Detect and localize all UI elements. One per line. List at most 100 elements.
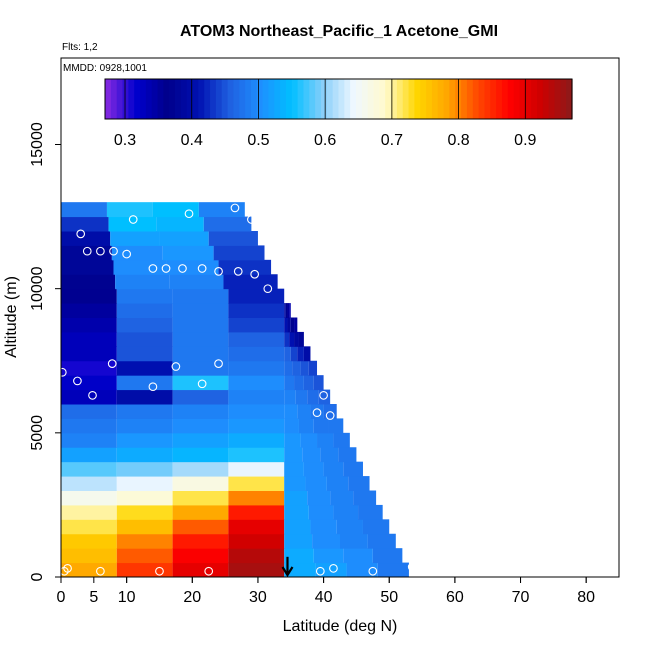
heatmap-cell xyxy=(61,490,117,506)
heatmap-cell xyxy=(300,360,309,376)
heatmap-cell xyxy=(116,562,173,577)
x-tick-label: 60 xyxy=(446,589,464,606)
heatmap-cell xyxy=(317,432,334,448)
heatmap-cell xyxy=(294,317,298,333)
colorbar-segment xyxy=(501,79,509,119)
colorbar-segment xyxy=(408,79,415,119)
observation-point xyxy=(378,376,388,386)
heatmap-cell xyxy=(284,331,290,347)
heatmap-cell xyxy=(367,533,396,549)
colorbar-segment xyxy=(285,79,293,119)
colorbar-segment xyxy=(128,79,135,119)
heatmap-cell xyxy=(284,533,313,549)
heatmap-cell xyxy=(172,360,229,376)
heatmap-cell xyxy=(61,418,117,434)
heatmap-cell xyxy=(172,331,229,347)
observation-point xyxy=(457,252,466,262)
heatmap-cell xyxy=(294,331,299,347)
x-tick-label: 10 xyxy=(118,589,136,606)
heatmap-cell xyxy=(228,404,285,419)
colorbar-segment xyxy=(157,79,164,119)
heatmap-cell xyxy=(113,259,167,275)
heatmap-cell xyxy=(172,375,229,391)
heatmap-cell xyxy=(228,447,285,463)
heatmap-cell xyxy=(172,389,229,405)
colorbar-segment xyxy=(140,79,147,119)
heatmap-cell xyxy=(297,346,304,362)
observation-point xyxy=(96,246,105,256)
colorbar-segment xyxy=(175,79,182,119)
heatmap-cell xyxy=(61,274,116,290)
heatmap-cell xyxy=(228,562,285,577)
heatmap-cell xyxy=(328,418,344,434)
colorbar-segment xyxy=(385,79,392,119)
colorbar-segment xyxy=(507,79,515,119)
x-tick-label: 80 xyxy=(577,589,595,606)
colorbar-segment xyxy=(338,79,345,119)
colorbar-segment xyxy=(519,79,526,119)
observation-point xyxy=(519,393,529,403)
heatmap-cell xyxy=(172,476,229,491)
heatmap-cell xyxy=(162,245,214,261)
colorbar-segment xyxy=(536,79,544,119)
heatmap-cell xyxy=(61,331,117,347)
heatmap-cell xyxy=(287,317,291,333)
observation-point xyxy=(352,261,361,270)
x-tick-label: 70 xyxy=(512,589,530,606)
heatmap-cell xyxy=(115,274,170,290)
heatmap-cell xyxy=(172,303,229,318)
heatmap-cell xyxy=(310,519,337,535)
y-tick-label: 10000 xyxy=(29,266,46,311)
x-tick-label: 30 xyxy=(249,589,267,606)
heatmap-cell xyxy=(305,476,327,491)
heatmap-cell xyxy=(152,202,199,218)
heatmap-cell xyxy=(61,303,117,318)
observation-point xyxy=(506,258,516,268)
heatmap-cell xyxy=(172,288,229,304)
heatmap-cell xyxy=(116,331,173,347)
heatmap-cell xyxy=(284,548,314,564)
observation-point xyxy=(368,566,378,576)
heatmap-cell xyxy=(61,360,117,376)
colorbar-segment xyxy=(262,79,270,119)
observation-point xyxy=(338,379,348,389)
heatmap-cell xyxy=(290,346,298,362)
heatmap-cell xyxy=(285,303,288,318)
colorbar-segment xyxy=(490,79,497,119)
colorbar-segment xyxy=(548,79,556,119)
heatmap-cell xyxy=(284,490,308,506)
heatmap-cell xyxy=(313,548,344,564)
heatmap-cell xyxy=(228,317,285,333)
colorbar-segment xyxy=(525,79,532,119)
colorbar-segment xyxy=(105,79,112,119)
colorbar-segment xyxy=(466,79,474,119)
colorbar-segment xyxy=(163,79,170,119)
colorbar-segment xyxy=(151,79,159,119)
heatmap-cell xyxy=(284,303,286,318)
heatmap-cell xyxy=(303,461,324,477)
x-tick-label: 40 xyxy=(315,589,333,606)
colorbar-segment xyxy=(291,79,299,119)
heatmap-cell xyxy=(284,389,296,405)
observation-point xyxy=(197,379,207,389)
heatmap-cell xyxy=(284,418,299,434)
heatmap-cell xyxy=(61,533,117,549)
heatmap-cell xyxy=(284,360,293,376)
heatmap-cell xyxy=(284,447,303,463)
colorbar-frame xyxy=(104,78,573,120)
heatmap-cell xyxy=(116,346,173,362)
heatmap-cell xyxy=(106,202,153,218)
colorbar-tick-label: 0.7 xyxy=(381,132,403,149)
colorbar-segment xyxy=(431,79,439,119)
colorbar-segment xyxy=(373,79,380,119)
heatmap-cell xyxy=(116,504,173,520)
heatmap-cell xyxy=(348,476,370,491)
colorbar-segment xyxy=(344,79,351,119)
colorbar-segment xyxy=(414,79,421,119)
observation-point xyxy=(440,249,450,259)
heatmap-cell xyxy=(343,461,363,477)
heatmap-cell xyxy=(302,447,321,463)
heatmap-cell xyxy=(61,519,117,535)
heatmap-cell xyxy=(228,418,285,434)
